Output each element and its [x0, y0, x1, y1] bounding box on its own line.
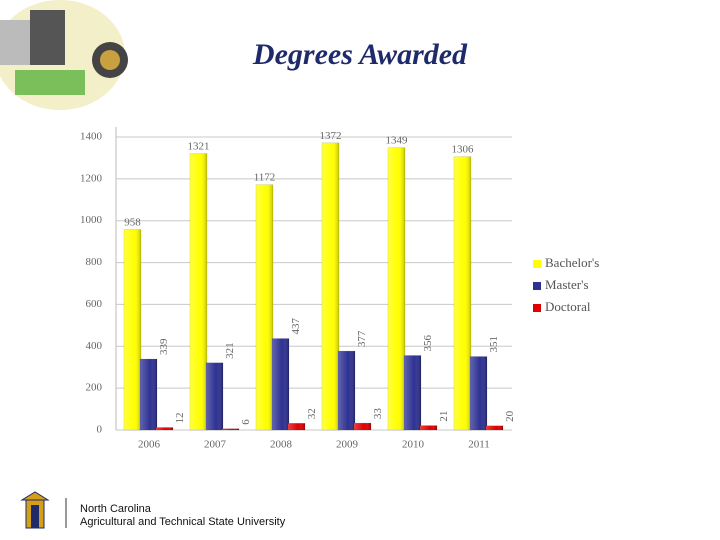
bar-shade — [322, 142, 339, 431]
value-label: 321 — [224, 342, 236, 359]
value-label: 356 — [422, 334, 434, 351]
y-tick-label: 1400 — [80, 131, 103, 143]
legend-label: Master's — [545, 277, 589, 292]
value-label: 1321 — [188, 141, 210, 153]
value-label: 377 — [356, 330, 368, 347]
x-tick-label: 2006 — [138, 439, 161, 451]
footer-text: Agricultural and Technical State Univers… — [80, 516, 286, 528]
bar-shade — [190, 153, 207, 430]
y-tick-label: 200 — [86, 382, 103, 394]
value-label: 339 — [158, 338, 170, 355]
bar-shade — [486, 425, 503, 430]
bar-shade — [288, 423, 305, 430]
bar-shade — [156, 427, 173, 430]
value-label: 1372 — [320, 130, 342, 142]
bar-shade — [420, 425, 437, 430]
x-tick-label: 2011 — [468, 439, 490, 451]
bar-shade — [272, 338, 289, 430]
x-tick-label: 2010 — [402, 439, 425, 451]
value-label: 1172 — [254, 172, 276, 184]
bar-shade — [354, 423, 371, 430]
bar-shade — [256, 184, 273, 430]
bar-shade — [470, 356, 487, 430]
x-tick-label: 2009 — [336, 439, 359, 451]
bar-shade — [338, 351, 355, 430]
slide-title: Degrees Awarded — [252, 38, 468, 71]
value-label: 958 — [124, 217, 141, 229]
footer-logo — [20, 491, 67, 529]
y-tick-label: 800 — [86, 256, 103, 268]
legend-swatch — [533, 260, 541, 268]
y-tick-label: 1000 — [80, 214, 103, 226]
value-label: 12 — [174, 412, 186, 423]
bar-shade — [404, 355, 421, 430]
value-label: 437 — [290, 318, 302, 335]
bar-shade — [222, 428, 239, 430]
legend-swatch — [533, 282, 541, 290]
x-tick-label: 2008 — [270, 439, 293, 451]
value-label: 351 — [488, 336, 500, 353]
y-tick-label: 400 — [86, 340, 103, 352]
bar-shade — [124, 229, 141, 430]
bar-shade — [388, 147, 405, 430]
value-label: 6 — [240, 419, 252, 425]
value-label: 33 — [372, 408, 384, 420]
bar-shade — [206, 362, 223, 430]
footer-text: North Carolina — [80, 503, 152, 515]
bar-shade — [454, 156, 471, 430]
y-tick-label: 600 — [86, 298, 103, 310]
value-label: 21 — [438, 411, 450, 422]
logo-collage — [0, 0, 128, 110]
legend-swatch — [533, 304, 541, 312]
value-label: 20 — [504, 410, 516, 422]
y-tick-label: 0 — [97, 424, 103, 436]
legend-label: Doctoral — [545, 299, 591, 314]
y-tick-label: 1200 — [80, 172, 103, 184]
legend-label: Bachelor's — [545, 255, 599, 270]
value-label: 1306 — [452, 144, 475, 156]
x-tick-label: 2007 — [204, 439, 227, 451]
bar-shade — [140, 359, 157, 430]
value-label: 32 — [306, 408, 318, 419]
value-label: 1349 — [386, 135, 409, 147]
